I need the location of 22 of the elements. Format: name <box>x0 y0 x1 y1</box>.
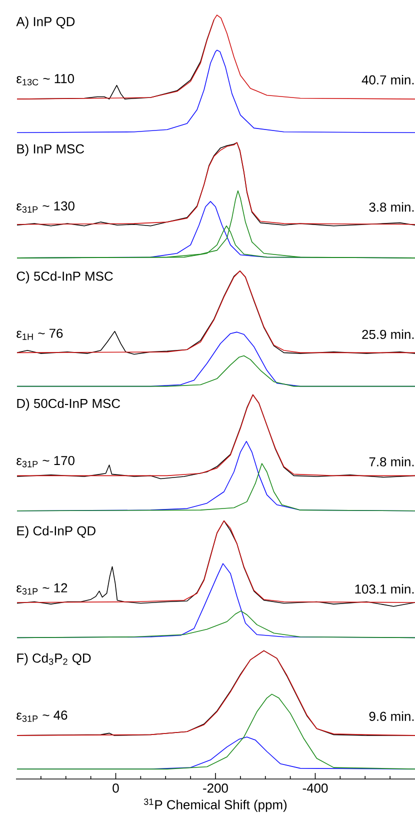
annotation: ε$_{13C}$ ~ 110 <box>16 74 74 86</box>
annotation: D) 50Cd-InP MSC <box>17 398 120 411</box>
annotation: C) 5Cd-InP MSC <box>16 271 113 284</box>
x-tick-label: -200 <box>203 784 228 793</box>
annotation: E) Cd-InP QD <box>17 526 96 538</box>
annotation: ε$_{31P}$ ~ 12 <box>16 583 68 595</box>
x-axis-title: $^{31}$P Chemical Shift (ppm) <box>144 798 287 812</box>
annotation: 7.8 min. <box>369 456 414 466</box>
annotation: ε$_{31P}$ ~ 130 <box>16 201 74 213</box>
x-tick-label: 0 <box>112 784 119 793</box>
x-tick-label: -400 <box>302 784 328 793</box>
annotation: 25.9 min. <box>362 330 414 340</box>
annotation: ε$_{31P}$ ~ 46 <box>16 710 68 722</box>
annotation: B) InP MSC <box>17 144 84 156</box>
annotation: 103.1 min. <box>355 584 414 594</box>
annotation: F) Cd$_{3}$P$_{2}$ QD <box>17 653 91 666</box>
annotation: A) InP QD <box>16 16 75 29</box>
annotation: 9.6 min. <box>369 711 414 721</box>
annotation: ε$_{31P}$ ~ 170 <box>16 456 74 468</box>
annotation: 40.7 min. <box>362 74 414 84</box>
annotation: ε$_{1H}$ ~ 76 <box>16 328 63 340</box>
annotation: 3.8 min. <box>369 202 414 212</box>
